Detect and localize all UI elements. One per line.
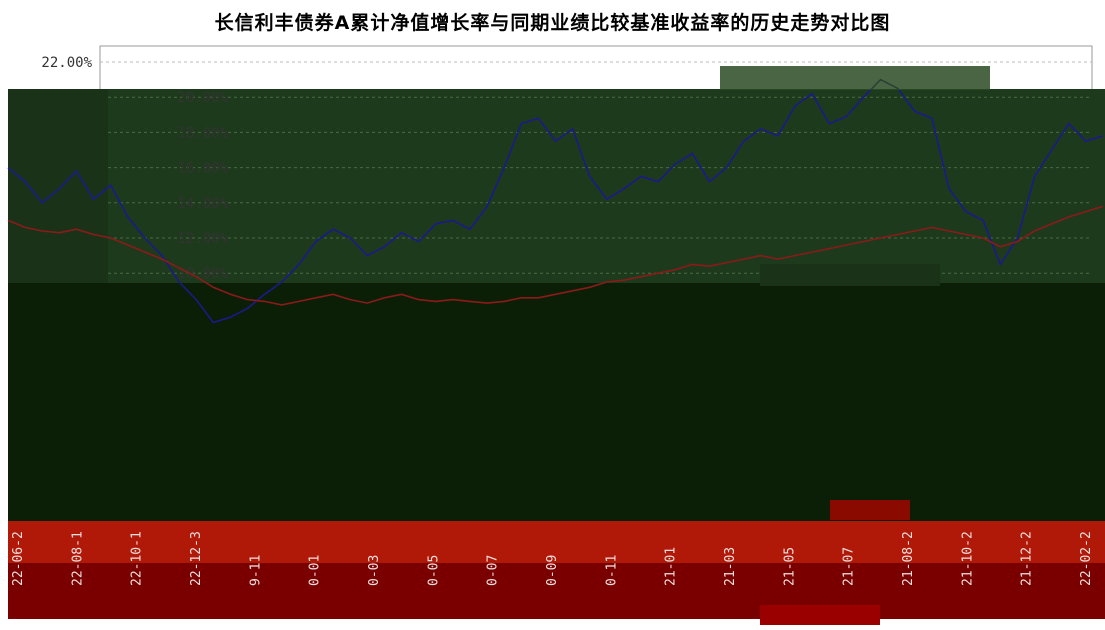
glitch-block	[720, 66, 990, 90]
x-tick-label: 0-09	[545, 555, 560, 586]
x-tick-label: 9-11	[248, 555, 263, 586]
series-line-0	[7, 78, 1104, 324]
x-tick-label: 21-12-2	[1020, 531, 1035, 586]
glitch-block	[760, 605, 880, 625]
y-tick-label: 10.00%	[177, 266, 228, 282]
glitch-block	[830, 500, 910, 520]
x-tick-label: 21-10-2	[960, 531, 975, 586]
x-axis-band	[8, 521, 1105, 563]
x-tick-label: 21-07	[842, 547, 857, 586]
x-tick-label: 0-01	[308, 555, 323, 586]
y-tick-label: 14.00%	[177, 196, 228, 212]
plot-band-lower	[8, 283, 1105, 521]
x-tick-label: 21-03	[723, 547, 738, 586]
y-tick-label: 16.00%	[177, 161, 228, 177]
y-tick-label: 22.00%	[41, 55, 92, 71]
x-tick-label: 21-05	[782, 547, 797, 586]
x-tick-label: 0-05	[426, 555, 441, 586]
x-tick-label: 22-10-1	[130, 531, 145, 586]
x-tick-label: 0-07	[486, 555, 501, 586]
y-tick-label: 18.00%	[177, 125, 228, 141]
plot-band-left	[8, 89, 108, 283]
x-tick-label: 22-12-3	[189, 531, 204, 586]
x-tick-label: 0-11	[604, 555, 619, 586]
x-tick-label: 22-02-2	[1079, 531, 1094, 586]
plot-band-upper	[8, 89, 1105, 283]
y-tick-label: 12.00%	[177, 231, 228, 247]
x-tick-label: 0-03	[367, 555, 382, 586]
x-tick-label: 21-01	[664, 547, 679, 586]
glitch-block	[760, 264, 940, 286]
series-line-1	[7, 205, 1104, 306]
footer-band	[8, 563, 1105, 619]
x-tick-label: 22-06-2	[11, 531, 26, 586]
chart-title: 长信利丰债券A累计净值增长率与同期业绩比较基准收益率的历史走势对比图	[214, 12, 891, 34]
x-tick-label: 21-08-2	[901, 531, 916, 586]
y-tick-label: 20.00%	[177, 90, 228, 106]
x-tick-label: 22-08-1	[70, 531, 85, 586]
